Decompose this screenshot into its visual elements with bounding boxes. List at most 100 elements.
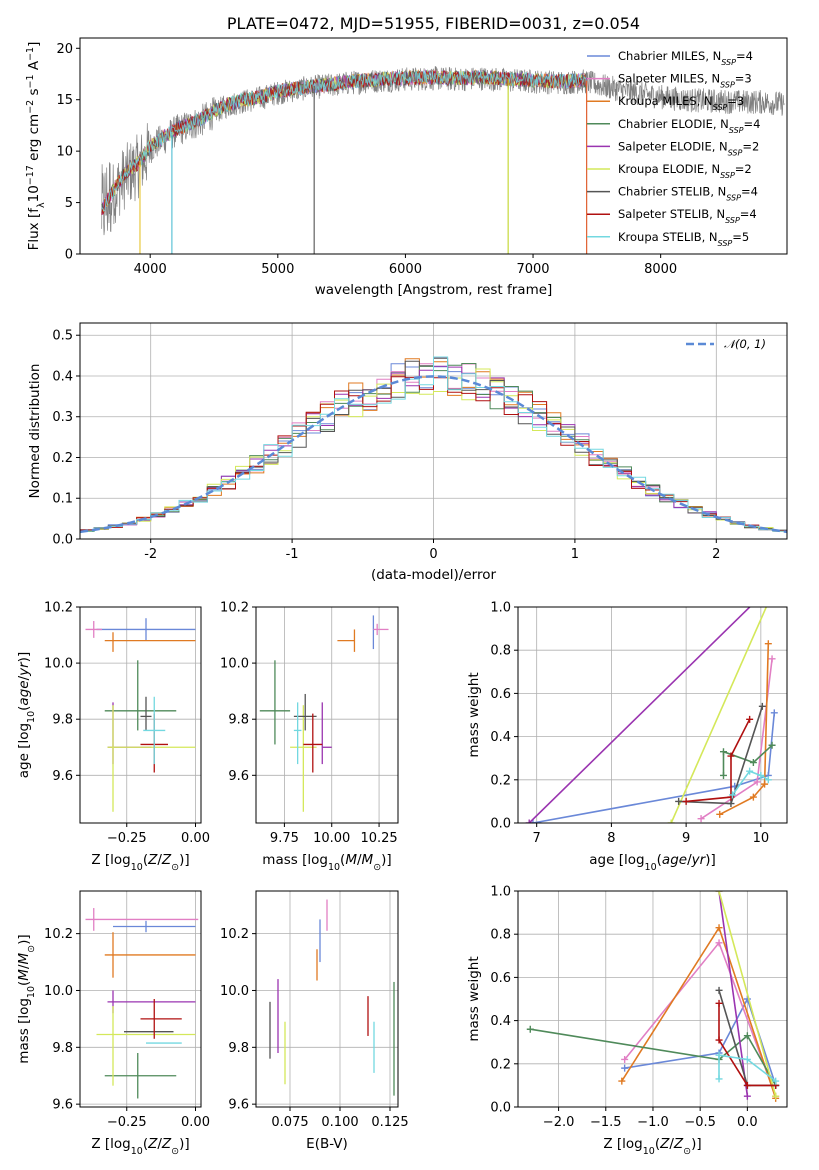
tick-label-y: 0.5 [52,329,73,344]
tick-label-x: 8000 [644,262,677,277]
weight-marker [727,752,735,760]
axes-mass_vs_ebv: 0.075 0.100 0.125 9.6 9.8 10.0 10.2 E(B-V) [220,890,409,1152]
frame-mass_vs_Z [79,890,202,1108]
model-line-8 [101,69,587,212]
residual-plot [80,356,787,534]
weight-marker [716,810,724,818]
frame-mass_vs_ebv [255,890,399,1108]
tick-label-x: 2 [712,547,720,562]
tick-label-x: 10 [753,831,770,846]
tick-label-y: 9.8 [52,713,73,728]
tick-label-y: 9.8 [228,1041,249,1056]
tick-label-y: 20 [56,42,73,57]
weight-line-8 [718,1054,777,1082]
tick-label-y: 10.0 [44,657,73,672]
tick-label-y: 9.6 [228,1098,249,1113]
tick-label-y: 0.0 [52,533,73,548]
spectrum-frame [79,37,788,255]
tick-label-x: 0.100 [321,1115,358,1130]
tick-label-y: 0.2 [52,451,73,466]
lines-weight_vs_age [525,607,778,823]
observed-spectrum-line [101,66,785,236]
tick-label-y: 9.8 [52,1041,73,1056]
lines-weight_vs_Z [526,891,780,1102]
weight-line-7 [686,718,751,803]
weight-marker [526,1025,534,1033]
weight-marker [746,767,754,775]
weight-marker [743,1032,751,1040]
tick-label-y: 0.6 [490,971,511,986]
frame-weight_vs_age [517,606,788,824]
x-axis-label: Z [log10(Z/Z⊙)] [91,1136,189,1157]
weight-marker [728,791,736,799]
y-axis-label: age [log10(age/yr)] [16,652,37,778]
weight-marker [770,709,778,717]
points-mass_vs_Z [85,908,199,1099]
tick-label-x: -1 [286,547,299,562]
tick-label-y: 9.8 [228,713,249,728]
tick-label-x: −1.0 [637,1115,669,1130]
x-axis-label: wavelength [Angstrom, rest frame] [315,282,553,298]
tick-label-y: 5 [65,196,73,211]
legend-entry: Chabrier MILES, NSSP=4 [618,49,753,67]
weight-line-8 [731,770,769,796]
tick-label-x: 8 [607,831,615,846]
x-axis-label: (data-model)/error [371,567,497,583]
tick-label-x: 4000 [134,262,167,277]
x-axis-label: Z [log10(Z/Z⊙)] [603,1136,701,1157]
chart-title: PLATE=0472, MJD=51955, FIBERID=0031, z=0… [227,14,640,33]
weight-marker [675,797,683,805]
weight-marker [743,1092,751,1100]
legend-entry: Salpeter MILES, NSSP=3 [618,72,752,90]
grid-age_vs_Z [80,606,201,823]
weight-marker [761,780,769,788]
tick-label-y: 0.1 [52,492,73,507]
y-axis-label: mass weight [466,956,482,1041]
weight-line-4 [528,607,751,823]
weight-marker [743,995,751,1003]
weight-marker [715,924,723,932]
tick-label-y: 0.0 [490,817,511,832]
tick-label-y: 0.2 [490,1057,511,1072]
x-axis-label: mass [log10(M/M⊙)] [262,852,391,873]
weight-marker [768,741,776,749]
points-age_vs_mass [259,615,389,812]
grid-weight_vs_age [518,606,787,824]
tick-label-x: 7 [533,831,541,846]
normal-curve [80,375,787,534]
y-axis-label: mass [log10(M/M⊙)] [16,934,37,1063]
legend-entry: Chabrier STELIB, NSSP=4 [618,185,758,203]
legend-entry: Chabrier ELODIE, NSSP=4 [618,117,760,135]
tick-label-y: 0.4 [490,1014,511,1029]
weight-marker [743,1081,751,1089]
tick-label-y: 0.4 [490,730,511,745]
points-age_vs_Z [85,618,196,812]
tick-label-x: 9 [682,831,690,846]
axes-mass_vs_Z: −0.25 0.00 9.6 9.8 10.0 10.2 Z [log10(Z/Z⊙)] ma… [16,890,210,1157]
tick-label-y: 0.4 [52,369,73,384]
weight-marker [715,891,723,895]
weight-marker [764,776,772,784]
tick-label-x: 10.25 [360,831,397,846]
tick-label-y: 10.0 [220,657,249,672]
axes-spectrum: 4000 5000 6000 7000 8000 0 5 10 15 20 PLATE=0472, … [25,14,788,298]
tick-label-y: 0.8 [490,644,511,659]
tick-label-x: 7000 [516,262,549,277]
spectrum-plot [101,66,785,254]
weight-marker [715,1075,723,1083]
weight-marker [719,748,727,756]
weight-marker [719,771,727,779]
weight-line-7 [718,1003,776,1087]
weight-marker [621,1055,629,1063]
residual-frame [79,322,788,540]
weight-marker [715,939,723,947]
weight-marker [618,1077,626,1085]
legend-entry: Salpeter STELIB, NSSP=4 [618,207,757,225]
tick-label-x: −2.0 [543,1115,575,1130]
weight-marker [753,778,761,786]
tick-label-x: −0.5 [684,1115,716,1130]
legend-entry: Kroupa MILES, NSSP=3 [618,94,744,112]
weight-line-0 [532,712,776,823]
frame-weight_vs_Z [517,890,788,1108]
